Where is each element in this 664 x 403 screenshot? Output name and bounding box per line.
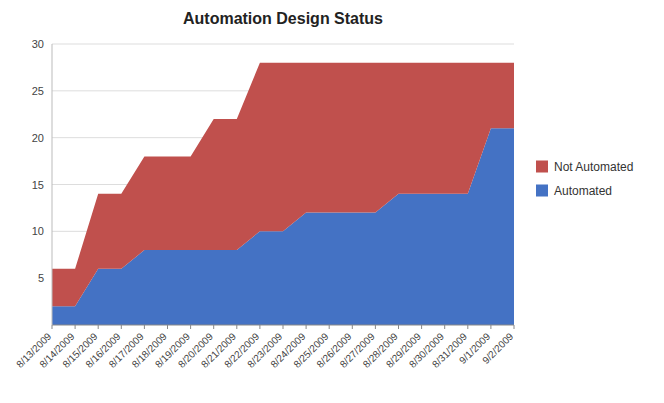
x-tick <box>98 325 99 329</box>
x-tick <box>398 325 399 329</box>
x-tick <box>75 325 76 329</box>
y-tick-label: 20 <box>32 132 44 144</box>
x-tick <box>52 325 53 329</box>
y-tick-label: 5 <box>38 272 44 284</box>
x-tick <box>352 325 353 329</box>
x-tick <box>329 325 330 329</box>
legend: Not Automated Automated <box>536 160 633 198</box>
x-tick <box>306 325 307 329</box>
y-tick-label: 15 <box>32 179 44 191</box>
y-tick-label: 10 <box>32 225 44 237</box>
chart-svg: Automation Design Status510152025308/13/… <box>0 0 664 403</box>
chart-container: Automation Design Status510152025308/13/… <box>0 0 664 403</box>
x-tick <box>421 325 422 329</box>
x-tick <box>236 325 237 329</box>
legend-swatch <box>536 161 548 173</box>
x-tick <box>283 325 284 329</box>
y-tick-label: 30 <box>32 38 44 50</box>
x-tick <box>514 325 515 329</box>
areas <box>52 63 514 325</box>
x-tick <box>375 325 376 329</box>
x-tick <box>490 325 491 329</box>
x-tick <box>190 325 191 329</box>
x-tick <box>144 325 145 329</box>
grid-line <box>52 44 514 45</box>
x-tick <box>444 325 445 329</box>
area-series <box>52 63 514 307</box>
x-tick <box>121 325 122 329</box>
chart-title: Automation Design Status <box>183 10 383 27</box>
x-tick <box>167 325 168 329</box>
x-tick <box>467 325 468 329</box>
legend-label: Automated <box>554 184 612 198</box>
y-tick-label: 25 <box>32 85 44 97</box>
x-tick-label: 9/2/2009 <box>480 330 516 366</box>
x-tick <box>259 325 260 329</box>
y-axis-line <box>52 44 53 325</box>
legend-swatch <box>536 185 548 197</box>
x-tick <box>213 325 214 329</box>
legend-label: Not Automated <box>554 160 633 174</box>
